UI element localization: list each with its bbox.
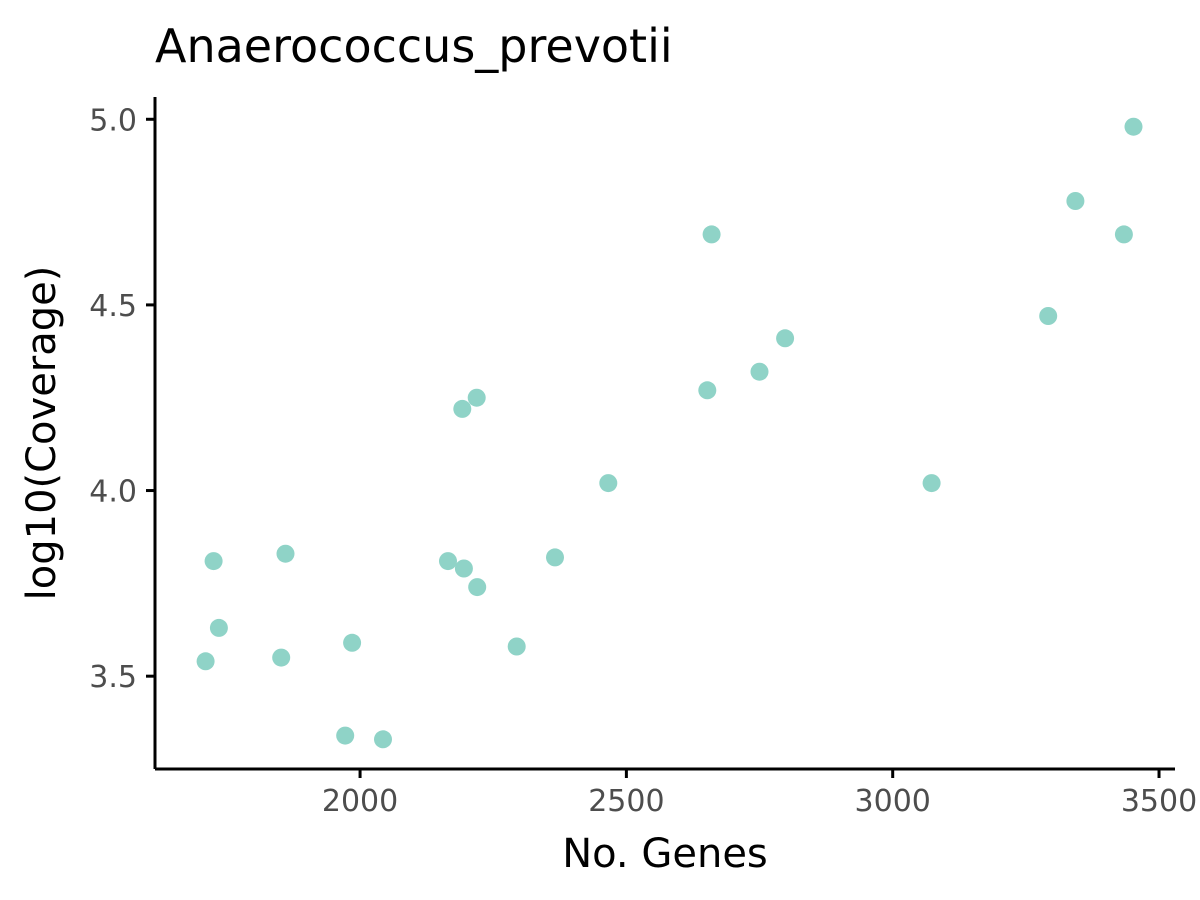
y-tick-label: 3.5 — [89, 660, 137, 695]
data-point-21 — [1039, 307, 1058, 325]
y-axis-ticks: 3.5 4.0 4.5 5.0 — [89, 103, 155, 695]
data-point-14 — [546, 548, 564, 567]
points-layer — [196, 117, 1143, 749]
data-point-19 — [776, 329, 795, 348]
y-axis-title: log10(Coverage) — [19, 266, 65, 601]
data-point-13 — [507, 637, 526, 656]
data-point-5 — [336, 726, 355, 745]
y-tick-label: 4.0 — [89, 475, 137, 510]
x-tick-label: 3000 — [855, 784, 931, 819]
chart-title: Anaerococcus_prevotii — [155, 19, 673, 73]
data-point-1 — [204, 552, 223, 571]
data-point-24 — [1124, 117, 1143, 136]
data-point-0 — [196, 652, 215, 671]
data-point-8 — [439, 552, 457, 571]
data-point-7 — [374, 730, 392, 749]
data-point-6 — [343, 633, 362, 652]
data-point-17 — [702, 225, 721, 244]
y-tick-label: 4.5 — [89, 289, 137, 324]
data-point-20 — [922, 474, 941, 493]
data-point-11 — [467, 388, 486, 407]
x-axis-title: No. Genes — [562, 831, 768, 877]
data-point-10 — [454, 559, 473, 578]
y-tick-label: 5.0 — [89, 103, 137, 138]
data-point-23 — [1114, 225, 1133, 244]
x-tick-label: 2500 — [588, 784, 664, 819]
data-point-12 — [468, 578, 487, 597]
data-point-9 — [453, 399, 472, 418]
x-tick-label: 2000 — [322, 784, 398, 819]
data-point-2 — [209, 618, 228, 637]
data-point-15 — [599, 474, 618, 493]
data-point-4 — [276, 544, 295, 563]
data-point-22 — [1066, 192, 1085, 210]
x-tick-label: 3500 — [1121, 784, 1197, 819]
x-axis-ticks: 2000 2500 3000 3500 — [322, 769, 1197, 819]
data-point-3 — [272, 648, 291, 667]
data-point-18 — [750, 362, 769, 381]
data-point-16 — [698, 381, 717, 400]
